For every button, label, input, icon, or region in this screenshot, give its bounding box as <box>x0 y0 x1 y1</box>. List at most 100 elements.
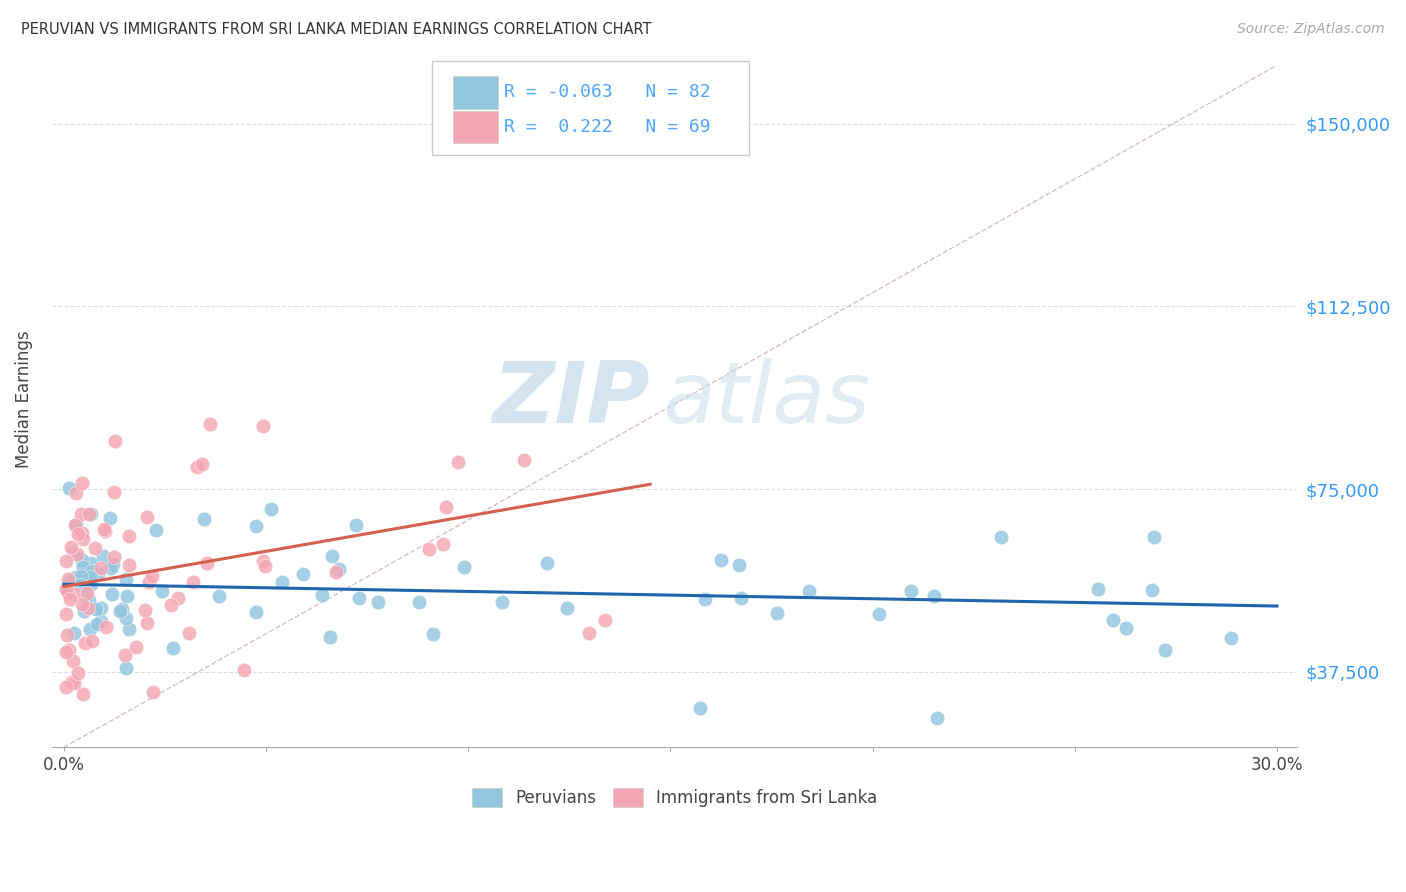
Point <box>79 623 101 637</box>
Point <box>1142 582 1164 597</box>
Point <box>311 588 333 602</box>
Point <box>344 517 367 532</box>
Point <box>76 586 98 600</box>
Point <box>62 676 84 690</box>
Point <box>513 452 536 467</box>
Point <box>62 625 84 640</box>
Point <box>80 507 103 521</box>
Point <box>1143 530 1166 544</box>
Point <box>925 711 948 725</box>
Point <box>75 590 97 604</box>
Point <box>80 572 103 586</box>
Point <box>59 574 82 588</box>
Point <box>695 592 717 607</box>
Point <box>58 642 80 657</box>
Point <box>103 550 125 565</box>
Point <box>868 607 890 622</box>
Point <box>191 458 214 472</box>
Text: PERUVIAN VS IMMIGRANTS FROM SRI LANKA MEDIAN EARNINGS CORRELATION CHART: PERUVIAN VS IMMIGRANTS FROM SRI LANKA ME… <box>21 22 651 37</box>
Point <box>990 530 1012 544</box>
Point <box>83 541 105 556</box>
Point <box>55 607 77 621</box>
Point <box>56 582 79 597</box>
Point <box>328 562 350 576</box>
Point <box>100 561 122 575</box>
Point <box>555 601 578 615</box>
Point <box>77 565 100 579</box>
Point <box>62 675 84 690</box>
FancyBboxPatch shape <box>453 112 498 144</box>
Point <box>367 595 389 609</box>
Point <box>1115 621 1137 635</box>
Point <box>72 525 94 540</box>
Point <box>252 554 274 568</box>
Point <box>232 663 254 677</box>
Point <box>79 576 101 591</box>
Point <box>118 529 141 543</box>
Point <box>422 626 444 640</box>
Point <box>162 640 184 655</box>
Point <box>208 589 231 603</box>
Point <box>103 484 125 499</box>
Point <box>80 570 103 584</box>
Point <box>63 517 86 532</box>
Point <box>115 573 138 587</box>
Point <box>179 625 201 640</box>
Point <box>69 507 91 521</box>
Point <box>141 568 163 582</box>
Point <box>447 455 470 469</box>
Point <box>55 645 77 659</box>
Point <box>55 680 77 694</box>
Point <box>138 575 160 590</box>
Text: atlas: atlas <box>662 358 870 441</box>
Point <box>689 700 711 714</box>
Point <box>578 626 600 640</box>
Point <box>245 519 267 533</box>
Point <box>347 591 370 605</box>
Point <box>72 532 94 546</box>
FancyBboxPatch shape <box>432 62 749 155</box>
Point <box>75 636 97 650</box>
Point <box>766 606 789 620</box>
Point <box>491 594 513 608</box>
Point <box>60 540 83 554</box>
Point <box>118 622 141 636</box>
Point <box>70 553 93 567</box>
Point <box>318 630 340 644</box>
Point <box>77 593 100 607</box>
FancyBboxPatch shape <box>453 77 498 109</box>
Point <box>101 558 124 572</box>
Point <box>70 597 93 611</box>
Point <box>76 601 98 615</box>
Point <box>1102 613 1125 627</box>
Point <box>1087 582 1109 596</box>
Point <box>536 556 558 570</box>
Point <box>292 566 315 581</box>
Point <box>80 556 103 570</box>
Point <box>67 666 90 681</box>
Point <box>72 559 94 574</box>
Point <box>730 591 752 605</box>
Point <box>198 417 221 431</box>
Point <box>90 561 112 575</box>
Point <box>115 589 138 603</box>
Text: R = -0.063   N = 82: R = -0.063 N = 82 <box>503 84 710 102</box>
Point <box>1219 631 1241 645</box>
Point <box>66 527 89 541</box>
Point <box>181 575 204 590</box>
Point <box>142 685 165 699</box>
Point <box>111 602 134 616</box>
Point <box>96 620 118 634</box>
Point <box>58 481 80 495</box>
Point <box>59 592 82 607</box>
Point <box>58 586 80 600</box>
Point <box>86 617 108 632</box>
Point <box>325 565 347 579</box>
Point <box>1154 643 1177 657</box>
Point <box>90 614 112 628</box>
Point <box>418 541 440 556</box>
Point <box>55 554 77 568</box>
Point <box>150 583 173 598</box>
Point <box>136 616 159 631</box>
Point <box>271 574 294 589</box>
